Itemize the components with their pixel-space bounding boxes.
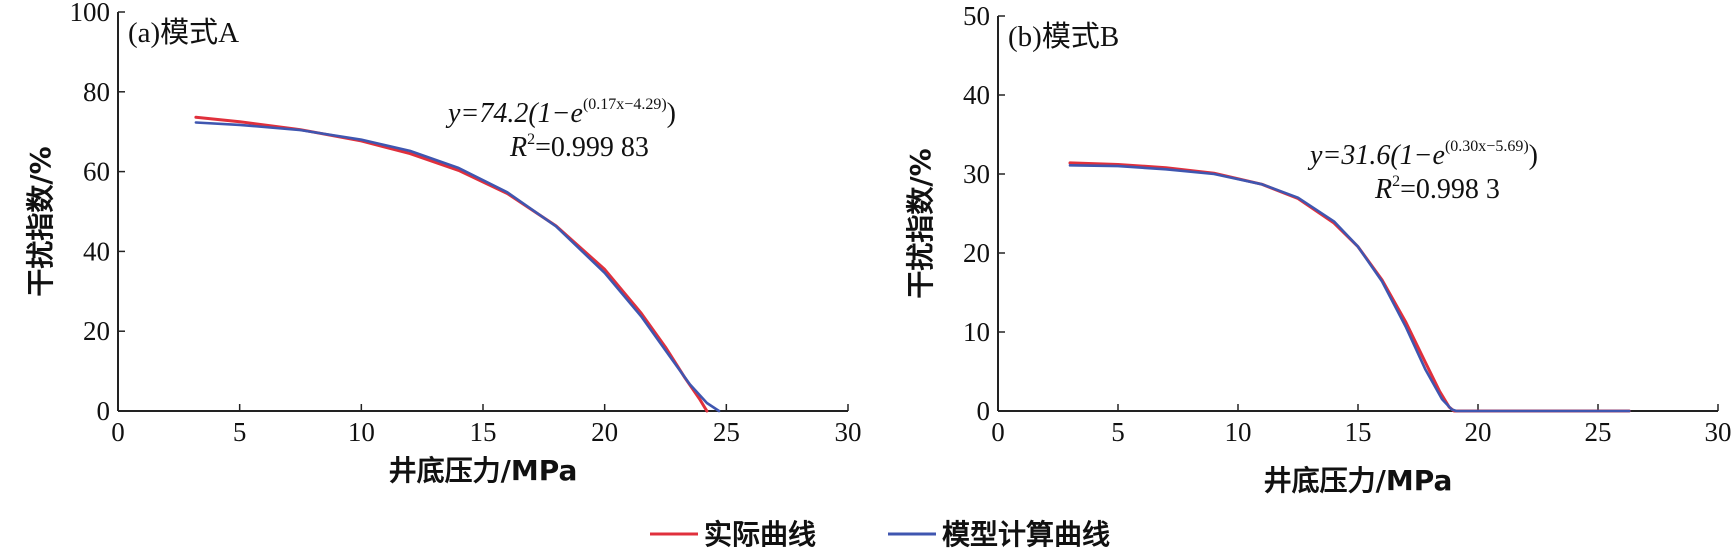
fit-equation: y=31.6(1−e(0.30x−5.69)): [1307, 138, 1538, 171]
y-tick-label: 40: [963, 80, 990, 110]
y-tick-label: 60: [83, 157, 110, 187]
y-tick-label: 100: [70, 0, 111, 27]
x-tick-label: 0: [991, 417, 1005, 447]
r-squared-symbol: R: [1374, 174, 1392, 205]
x-tick-label: 20: [1465, 417, 1492, 447]
x-tick-label: 30: [1705, 417, 1732, 447]
panel-b-chart: 0 5 10 15 20 25 30 0 10 20 30 40 50 井底压力/MPa 干扰指数/% (b)…: [904, 1, 1732, 497]
x-tick-label: 10: [1225, 417, 1252, 447]
y-tick-label: 0: [977, 396, 991, 426]
y-tick-label: 30: [963, 159, 990, 189]
r-squared: R2=0.999 83: [509, 131, 649, 163]
x-tick-label: 25: [713, 417, 740, 447]
r-squared-symbol: R: [509, 132, 527, 163]
x-tick-label: 5: [1111, 417, 1125, 447]
fit-equation-suffix: ): [1529, 140, 1538, 171]
y-tick-label: 50: [963, 1, 990, 31]
y-tick-label: 80: [83, 77, 110, 107]
fit-equation-exponent: (0.30x−5.69): [1445, 138, 1529, 155]
x-axis-title: 井底压力/MPa: [1264, 464, 1453, 497]
fit-equation: y=74.2(1−e(0.17x−4.29)): [445, 96, 676, 129]
legend-label-model: 模型计算曲线: [942, 518, 1110, 551]
panel-label: (a)模式A: [128, 16, 239, 49]
y-tick-label: 40: [83, 236, 110, 266]
r-squared-sup: 2: [1392, 173, 1400, 190]
fit-equation-exponent: (0.17x−4.29): [583, 96, 667, 113]
y-tick-label: 10: [963, 317, 990, 347]
x-tick-label: 15: [1345, 417, 1372, 447]
x-axis-title: 井底压力/MPa: [389, 454, 578, 487]
x-tick-label: 30: [835, 417, 862, 447]
r-squared: R2=0.998 3: [1374, 173, 1500, 205]
x-tick-label: 0: [111, 417, 125, 447]
fit-equation-main: y=74.2(1−e: [445, 98, 583, 129]
series-line-model: [1068, 164, 1631, 413]
series-line-model: [194, 121, 721, 413]
legend: 实际曲线 模型计算曲线: [650, 518, 1110, 551]
y-tick-label: 0: [97, 396, 111, 426]
y-axis-title: 干扰指数/%: [904, 148, 937, 298]
r-squared-value: =0.998 3: [1400, 174, 1500, 205]
x-tick-label: 10: [348, 417, 375, 447]
panel-a-chart: 0 5 10 15 20 25 30 0 20 40 60 80 100 井底压力/MPa 干扰指数/% (a…: [24, 0, 862, 487]
fit-equation-main: y=31.6(1−e: [1307, 140, 1445, 171]
x-tick-label: 15: [470, 417, 497, 447]
panel-label: (b)模式B: [1008, 20, 1119, 53]
fit-equation-suffix: ): [667, 98, 676, 129]
series-line-actual: [1068, 161, 1631, 413]
y-axis-title: 干扰指数/%: [24, 146, 57, 296]
x-tick-label: 25: [1585, 417, 1612, 447]
x-tick-label: 20: [591, 417, 618, 447]
r-squared-sup: 2: [527, 131, 535, 148]
legend-label-actual: 实际曲线: [704, 518, 816, 551]
x-tick-label: 5: [233, 417, 247, 447]
y-tick-label: 20: [963, 238, 990, 268]
r-squared-value: =0.999 83: [535, 132, 649, 163]
y-tick-label: 20: [83, 316, 110, 346]
